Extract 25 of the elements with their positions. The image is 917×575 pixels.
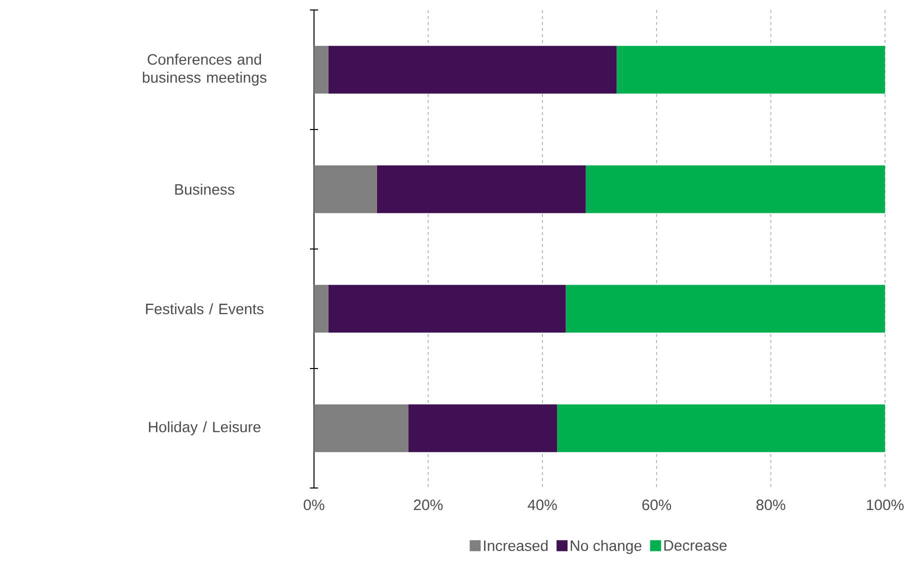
legend-label: Decrease <box>664 540 727 551</box>
bar <box>314 284 328 333</box>
bar <box>314 46 328 94</box>
bar <box>616 46 886 94</box>
legend-label: No change <box>570 540 642 554</box>
x-tick-label: 40% <box>528 500 557 510</box>
x-tick-label: 60% <box>642 500 672 510</box>
y-tick-label: Business <box>175 184 234 195</box>
legend-label: Increased <box>484 540 548 552</box>
y-tick-label: Holiday / Leisure <box>148 421 260 436</box>
bar <box>314 404 408 452</box>
bar <box>328 46 617 94</box>
x-tick-label: 80% <box>756 500 786 510</box>
y-tick-label: Conferences and business meetings <box>142 54 266 86</box>
bar <box>408 404 558 452</box>
bar <box>586 165 886 214</box>
x-tick-label: 100% <box>866 500 904 510</box>
bar <box>376 165 586 214</box>
bar <box>328 284 566 333</box>
bar <box>566 284 886 333</box>
y-tick-label: Festivals / Events <box>146 303 264 314</box>
x-tick-label: 0% <box>304 500 324 510</box>
bar <box>314 165 377 214</box>
x-tick-label: 20% <box>414 500 443 510</box>
bar <box>557 404 886 452</box>
